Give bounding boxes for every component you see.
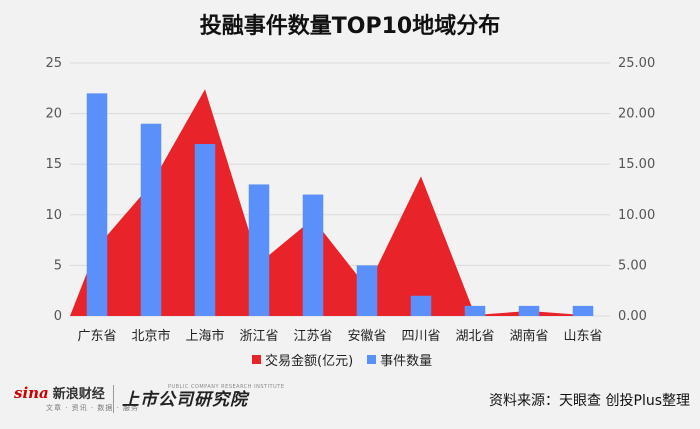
left-tick-label: 15 [45, 157, 62, 172]
chart-title: 投融事件数量TOP10地域分布 [199, 14, 501, 39]
right-tick-label: 20.00 [618, 107, 655, 122]
sina-subtitle: 文章 · 资讯 · 数据 · 服务 [46, 404, 140, 412]
category-label: 北京市 [131, 328, 170, 344]
right-tick-label: 10.00 [618, 208, 655, 223]
legend-label-amount: 交易金额(亿元) [265, 354, 354, 369]
category-label: 湖北省 [455, 329, 494, 344]
bar-四川省 [410, 295, 432, 316]
category-label: 浙江省 [239, 329, 278, 344]
category-label: 安徽省 [347, 329, 386, 344]
institute-name: 上市公司研究院 [122, 390, 248, 410]
sina-name: 新浪财经 [52, 387, 105, 402]
footer: sina 新浪财经 文章 · 资讯 · 数据 · 服务 上市公司研究院 PUBL… [0, 381, 700, 429]
institute-english-name: PUBLIC COMPANY RESEARCH INSTITUTE [168, 384, 285, 390]
sina-finance-logo: sina 新浪财经 [14, 383, 105, 403]
left-axis-ticks: 0 5 10 15 20 25 [45, 56, 62, 324]
legend-item-count: 事件数量 [367, 350, 432, 369]
legend: 交易金额(亿元) 事件数量 [252, 350, 432, 369]
left-tick-label: 10 [45, 208, 62, 223]
data-source: 资料来源：天眼查 创投Plus整理 [489, 393, 690, 409]
right-axis-ticks: 0.00 5.00 10.00 15.00 20.00 25.00 [618, 56, 655, 324]
event-count-bars [86, 93, 594, 316]
category-label: 四川省 [401, 329, 440, 344]
left-tick-label: 5 [54, 258, 62, 273]
category-label: 山东省 [563, 329, 602, 344]
right-tick-label: 25.00 [618, 56, 655, 71]
bar-湖南省 [518, 305, 540, 316]
category-label: 上海市 [185, 328, 224, 344]
bar-安徽省 [356, 265, 378, 316]
bar-湖北省 [464, 305, 486, 316]
bar-山东省 [572, 305, 594, 316]
category-label: 广东省 [77, 329, 116, 344]
bar-广东省 [86, 93, 108, 316]
bar-北京市 [140, 123, 162, 316]
legend-label-count: 事件数量 [380, 354, 433, 369]
left-tick-label: 0 [54, 309, 62, 324]
category-labels: 广东省 北京市 上海市 浙江省 江苏省 安徽省 四川省 湖北省 湖南省 山东省 [77, 328, 602, 344]
sina-logo: sina [14, 383, 49, 402]
bar-江苏省 [302, 194, 324, 316]
category-label: 湖南省 [509, 328, 548, 344]
left-tick-label: 20 [45, 107, 62, 122]
left-tick-label: 25 [45, 56, 62, 71]
category-label: 江苏省 [293, 328, 332, 344]
right-tick-label: 15.00 [618, 157, 655, 172]
bar-上海市 [194, 143, 216, 316]
right-tick-label: 5.00 [618, 258, 647, 273]
footer-divider [113, 385, 114, 413]
legend-swatch-count [367, 355, 377, 364]
legend-item-amount: 交易金额(亿元) [252, 350, 353, 369]
legend-swatch-amount [252, 355, 261, 364]
right-tick-label: 0.00 [618, 309, 647, 324]
bar-浙江省 [248, 184, 270, 316]
